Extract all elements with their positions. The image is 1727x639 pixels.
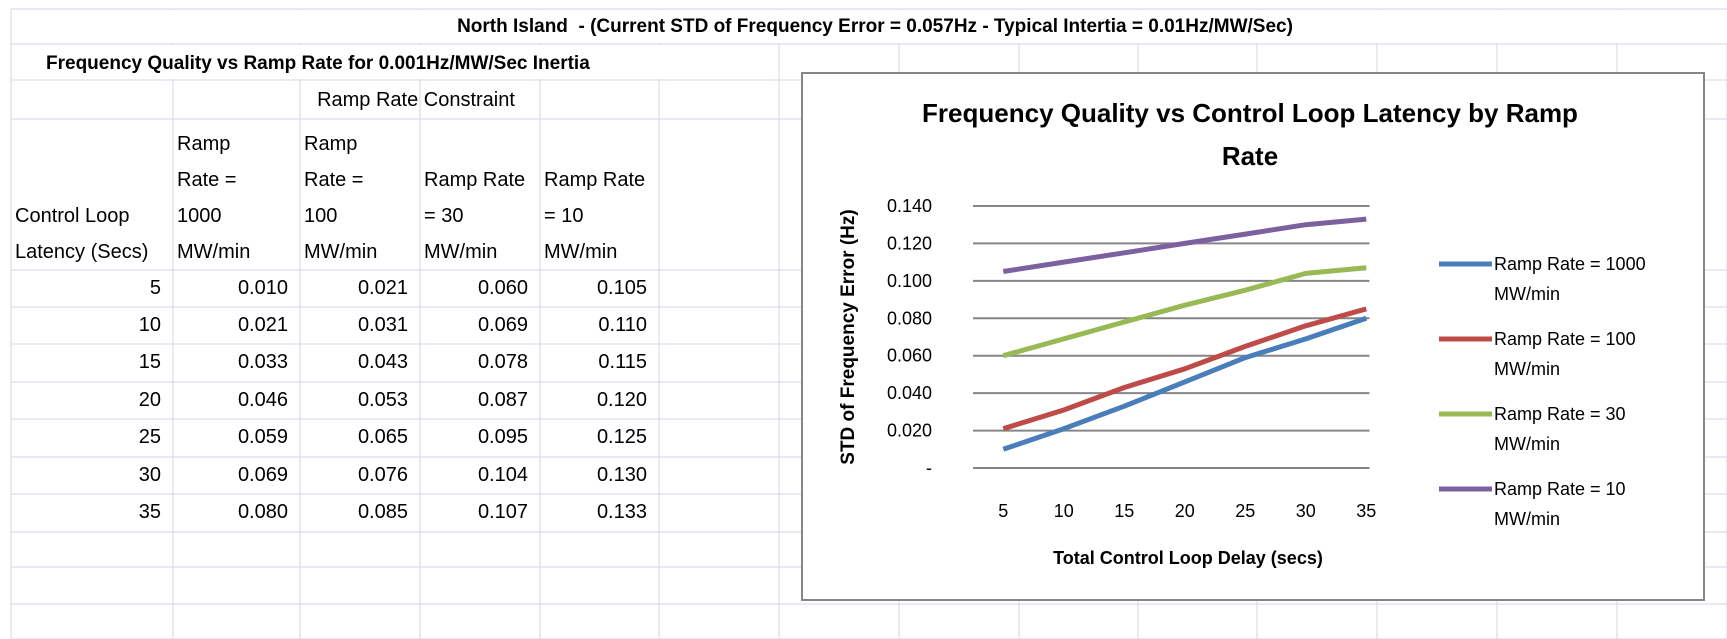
table-cell: 0.125 [596,426,647,448]
table-cell: 0.107 [477,501,528,523]
table-cell: 0.076 [357,464,408,486]
x-tick-label: 5 [998,501,1008,521]
table-cell: 30 [138,464,161,486]
table-cell: 0.069 [237,464,288,486]
table-cell: 0.130 [596,464,647,486]
table-cell: 0.069 [477,314,528,336]
table-cell: 0.120 [596,389,647,411]
table-cell: 0.080 [237,501,288,523]
y-tick-label: 0.080 [887,308,932,328]
table-cell: 0.133 [596,501,647,523]
y-tick-label: 0.020 [887,421,932,441]
table-cell: 0.115 [598,351,647,373]
legend-entry: Ramp Rate = 10 MW/min [1494,479,1626,529]
x-tick-label: 25 [1235,501,1255,521]
table-cell: 0.021 [357,277,408,299]
table-cell: 10 [138,314,161,336]
chart-title: Frequency Quality vs Control Loop Latenc… [922,98,1578,171]
x-tick-label: 10 [1054,501,1074,521]
x-tick-label: 15 [1114,501,1134,521]
column-header: Ramp Rate = 100 MW/min [304,133,378,263]
table-cell: 0.065 [357,426,408,448]
table-cell: 0.053 [357,389,408,411]
column-header: Ramp Rate = 1000 MW/min [177,133,251,263]
table-cell: 0.033 [237,351,288,373]
legend-entry: Ramp Rate = 100 MW/min [1494,329,1636,379]
title-row [12,10,1727,43]
series-line [1002,265,1367,359]
x-axis-title: Total Control Loop Delay (secs) [1053,548,1323,568]
sheet-title: North Island - (Current STD of Frequency… [457,16,1293,37]
table-cell: 15 [138,351,161,373]
table-cell: 0.010 [237,277,288,299]
table-cell: 0.060 [477,277,528,299]
table-cell: 35 [138,501,161,523]
legend-entry: Ramp Rate = 30 MW/min [1494,404,1626,454]
series-line [1002,216,1367,274]
sheet-subtitle: Frequency Quality vs Ramp Rate for 0.001… [46,53,590,74]
x-tick-label: 20 [1175,501,1195,521]
table-cell: 0.085 [357,501,408,523]
x-tick-label: 35 [1356,501,1376,521]
legend-entry: Ramp Rate = 1000 MW/min [1494,254,1646,304]
y-tick-label: - [926,458,932,478]
series-line [1002,315,1368,452]
table-cell: 25 [138,426,161,448]
y-axis-title: STD of Frequency Error (Hz) [838,209,859,464]
table-cell: 0.043 [357,351,408,373]
table-cell: 0.087 [477,389,528,411]
table-cell: 0.078 [477,351,528,373]
table-cell: 0.104 [477,464,528,486]
column-header: Ramp Rate = 30 MW/min [424,169,526,263]
table-cell: 0.095 [477,426,528,448]
y-tick-label: 0.040 [887,383,932,403]
y-tick-label: 0.140 [887,196,932,216]
y-tick-label: 0.120 [887,233,932,253]
table-cell: 0.031 [357,314,408,336]
table-cell: 20 [138,389,161,411]
table-cell: 0.110 [598,314,647,336]
group-header: Ramp Rate Constraint [317,89,515,111]
table-cell: 0.059 [237,426,288,448]
chart-area [801,72,1705,601]
x-tick-label: 30 [1296,501,1316,521]
column-header: Ramp Rate = 10 MW/min [544,169,646,263]
column-header: Control Loop Latency (Secs) [15,205,149,263]
y-tick-label: 0.100 [887,271,932,291]
y-tick-label: 0.060 [887,346,932,366]
table-cell: 5 [149,277,161,299]
table-cell: 0.046 [237,389,288,411]
subtitle-row [12,45,778,79]
table-cell: 0.105 [596,277,647,299]
series-line [1002,306,1367,432]
table-cell: 0.021 [237,314,288,336]
